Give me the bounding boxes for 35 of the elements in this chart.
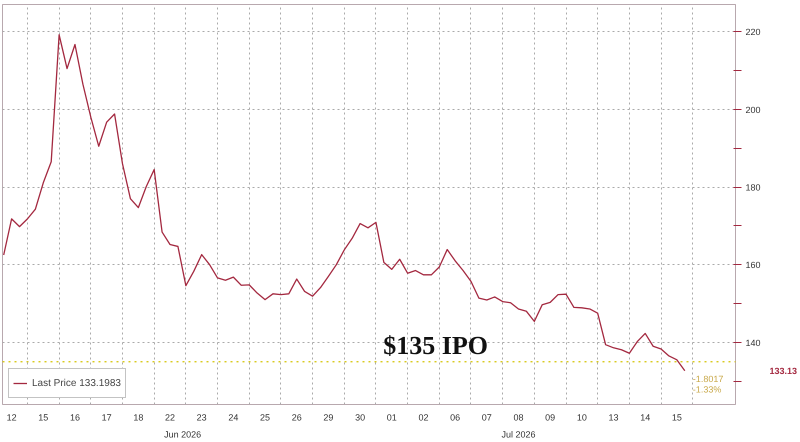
x-tick-label: 10 bbox=[576, 412, 587, 422]
x-tick-label: 09 bbox=[545, 412, 556, 422]
x-tick-label: 29 bbox=[323, 412, 334, 422]
ref-line-label: $135 IPO bbox=[383, 330, 488, 360]
x-tick-label: 23 bbox=[196, 412, 207, 422]
x-tick-label: 06 bbox=[450, 412, 460, 422]
y-tick-label: 180 bbox=[746, 182, 761, 193]
x-tick-label: 24 bbox=[228, 412, 238, 422]
x-tick-label: 12 bbox=[6, 412, 17, 422]
x-tick-label: 01 bbox=[386, 412, 397, 422]
x-tick-label: 07 bbox=[482, 412, 492, 422]
annotation: -1.8017 bbox=[692, 374, 724, 384]
y-tick-label: 220 bbox=[746, 27, 761, 38]
x-tick-label: 26 bbox=[292, 412, 302, 422]
y-tick-label: 140 bbox=[746, 338, 761, 348]
x-tick-label: 30 bbox=[355, 412, 366, 422]
x-tick-label: 13 bbox=[608, 412, 619, 422]
x-tick-label: 17 bbox=[102, 412, 112, 422]
text: Jun 2026 bbox=[164, 430, 202, 440]
x-tick-label: 15 bbox=[672, 412, 682, 422]
x-tick-label: 22 bbox=[165, 412, 176, 422]
x-tick-label: 15 bbox=[38, 412, 48, 422]
legend-label: Last Price 133.1983 bbox=[32, 377, 121, 389]
text: Jul 2026 bbox=[501, 430, 536, 440]
line-series bbox=[3, 34, 686, 372]
text: 133.13 bbox=[770, 366, 798, 376]
y-tick-label: 200 bbox=[746, 104, 761, 115]
x-tick-label: 02 bbox=[418, 412, 428, 422]
x-tick-label: 08 bbox=[513, 412, 524, 422]
y-tick-label: 160 bbox=[746, 260, 761, 270]
x-tick-label: 18 bbox=[133, 412, 144, 422]
x-tick-label: 25 bbox=[260, 412, 270, 422]
x-tick-label: 16 bbox=[70, 412, 80, 422]
x-tick-label: 14 bbox=[640, 412, 650, 422]
annotation: -1.33% bbox=[692, 384, 722, 395]
